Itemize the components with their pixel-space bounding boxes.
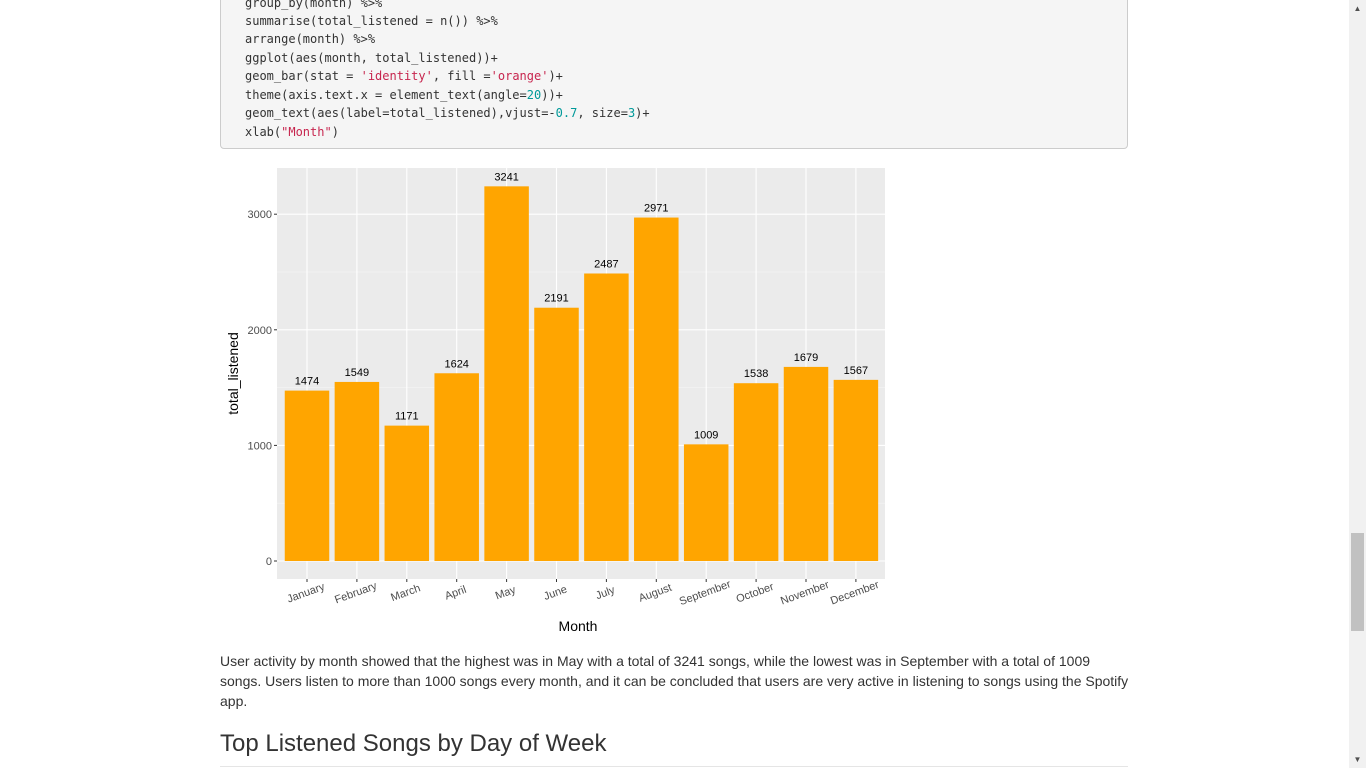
- data-label: 1171: [395, 411, 419, 423]
- data-label: 1009: [694, 429, 718, 441]
- y-tick-label: 0: [266, 556, 272, 568]
- code-line: group_by(month) %>%: [245, 0, 383, 10]
- code-block: group_by(month) %>% summarise(total_list…: [220, 0, 1128, 149]
- bar-november: [783, 366, 829, 561]
- data-label: 1624: [444, 358, 468, 370]
- bar-chart: 1474 1549 1171 1624 3241 2191 2487 2971 1009 1538…: [225, 168, 885, 634]
- y-tick-label: 3000: [248, 209, 272, 221]
- x-axis-title: Month: [559, 618, 598, 634]
- bar-february: [334, 381, 380, 561]
- code-line: theme(axis.text.x = element_text(angle=2…: [245, 88, 563, 102]
- bar-december: [833, 379, 879, 561]
- bars: [284, 186, 879, 561]
- x-tick-label: October: [735, 581, 776, 606]
- x-tick-label: January: [286, 581, 327, 606]
- bar-january: [284, 390, 330, 561]
- x-tick-label: August: [637, 582, 673, 605]
- y-tick-label: 1000: [248, 440, 272, 452]
- data-label: 2487: [594, 259, 618, 271]
- scroll-down-arrow-icon[interactable]: ▼: [1353, 755, 1362, 764]
- scrollbar-thumb[interactable]: [1351, 533, 1364, 631]
- x-tick-label: April: [443, 584, 468, 603]
- bar-april: [434, 373, 479, 561]
- bar-october: [733, 383, 779, 561]
- bar-may: [484, 186, 529, 561]
- x-axis: January February March April May June July Augu…: [286, 578, 882, 608]
- x-tick-label: February: [333, 580, 379, 607]
- section-heading: Top Listened Songs by Day of Week: [220, 730, 607, 757]
- scroll-up-arrow-icon[interactable]: ▲: [1353, 4, 1362, 13]
- code-line: geom_text(aes(label=total_listened),vjus…: [245, 106, 650, 120]
- data-label: 3241: [494, 171, 518, 183]
- bar-march: [384, 425, 430, 561]
- y-axis-title: total_listened: [225, 332, 241, 415]
- code-line: ggplot(aes(month, total_listened))+: [245, 51, 498, 65]
- data-label: 1567: [844, 365, 868, 377]
- x-tick-label: March: [389, 582, 422, 604]
- data-label: 1549: [345, 367, 369, 379]
- data-label: 1474: [295, 376, 319, 388]
- code-line: summarise(total_listened = n()) %>%: [245, 14, 498, 28]
- bar-june: [534, 307, 579, 561]
- summary-paragraph: User activity by month showed that the h…: [220, 653, 1129, 709]
- code-line: geom_bar(stat = 'identity', fill ='orang…: [245, 69, 563, 83]
- data-label: 1538: [744, 368, 768, 380]
- y-axis: 0 1000 2000 3000: [248, 209, 277, 568]
- x-tick-label: May: [494, 584, 518, 603]
- code-line: arrange(month) %>%: [245, 32, 376, 46]
- data-labels: 1474 1549 1171 1624 3241 2191 2487 2971 1009 1538…: [295, 171, 868, 441]
- data-label: 1679: [794, 352, 818, 364]
- bar-july: [584, 273, 629, 561]
- data-label: 2191: [544, 293, 568, 305]
- x-tick-label: December: [829, 579, 881, 608]
- data-label: 2971: [644, 203, 668, 215]
- code-line: xlab("Month"): [245, 125, 339, 139]
- x-tick-label: November: [779, 579, 831, 608]
- bar-august: [634, 217, 679, 561]
- x-tick-label: June: [542, 583, 569, 602]
- y-tick-label: 2000: [248, 325, 272, 337]
- bar-september: [683, 444, 729, 561]
- x-tick-label: September: [678, 578, 733, 608]
- heading-divider: [220, 766, 1128, 767]
- x-tick-label: July: [594, 584, 617, 602]
- vertical-scrollbar[interactable]: ▲ ▼: [1349, 0, 1366, 768]
